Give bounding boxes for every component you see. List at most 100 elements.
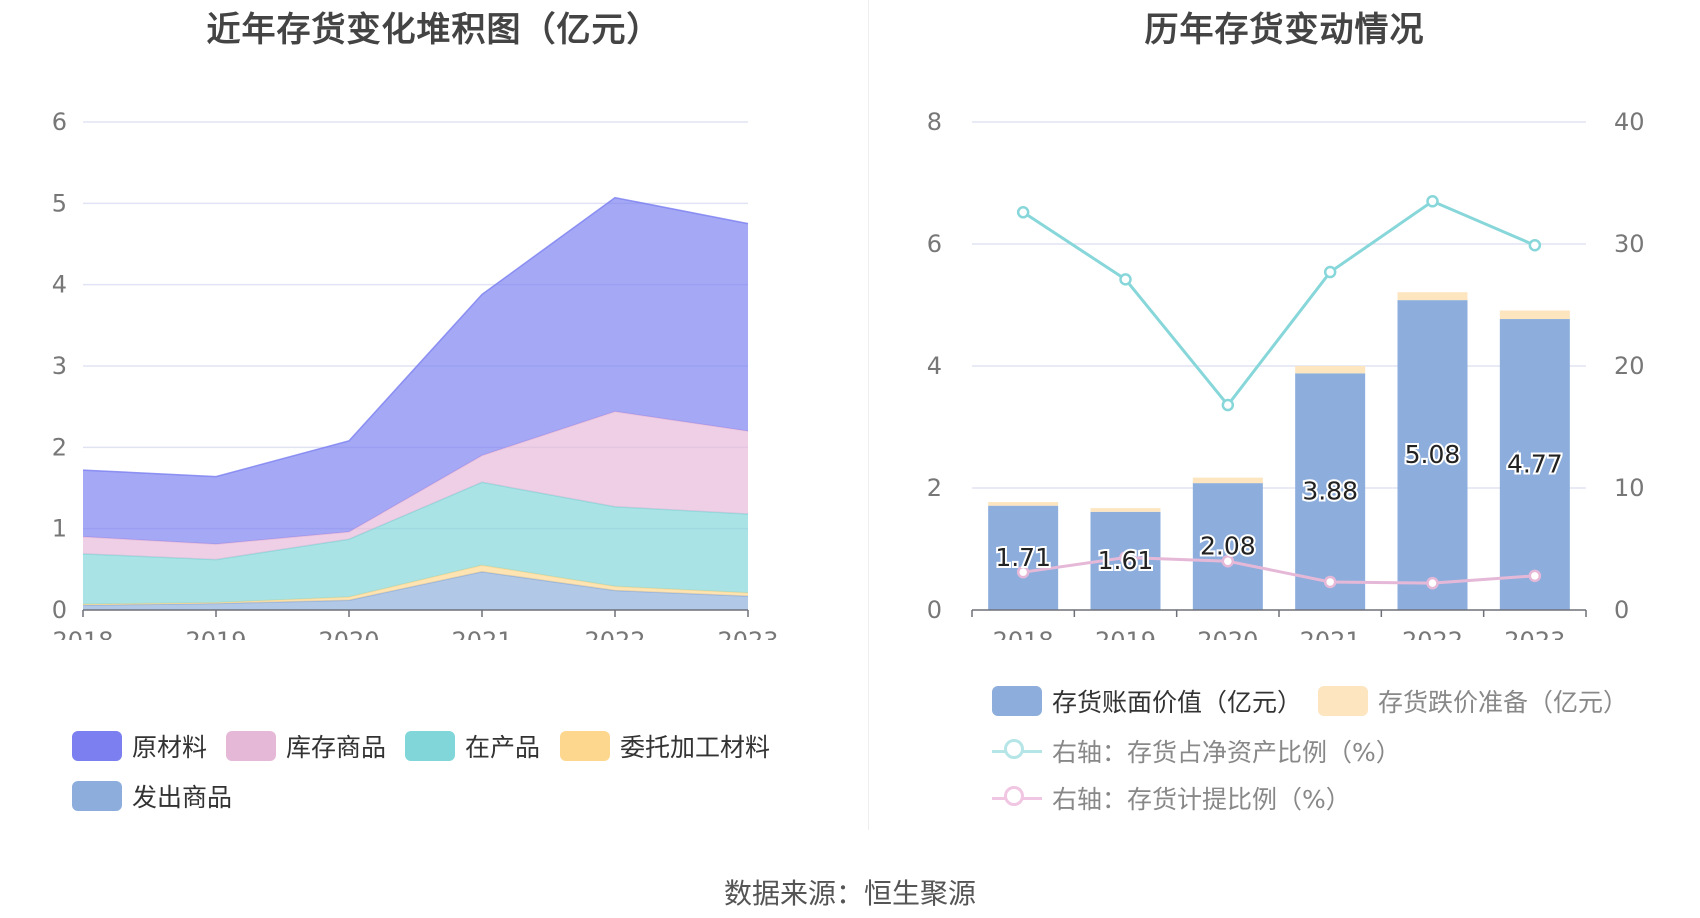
bar-data-label: 3.88 xyxy=(1302,477,1358,506)
line-point xyxy=(1528,238,1542,252)
legend-item-impairment[interactable]: 存货跌价准备（亿元） xyxy=(1318,683,1628,719)
bar-存货账面价值（亿元） xyxy=(988,505,1059,610)
legend-label: 右轴：存货计提比例（%） xyxy=(1052,785,1351,814)
legend-label: 在产品 xyxy=(465,733,541,762)
legend-item-wip[interactable]: 在产品 xyxy=(405,728,540,764)
bar-line-chart: 0 2 4 6 8 0 10 20 30 40 2018 2019 2020 2021 2022 2023 1.… xyxy=(927,108,1645,640)
y-right-tick-label: 20 xyxy=(1614,352,1645,380)
stacked-area-panel: 近年存货变化堆积图（亿元） 0 1 2 3 4 5 6 2018 2019 2020 2021 202… xyxy=(0,0,868,830)
bar-存货跌价准备（亿元） xyxy=(988,502,1059,506)
area-原材料 xyxy=(83,197,748,545)
y-tick-label: 5 xyxy=(52,189,67,217)
legend-line-swatch xyxy=(992,783,1042,813)
bar-存货跌价准备（亿元） xyxy=(1192,477,1263,484)
bar-data-label: 1.61 xyxy=(1098,546,1154,575)
line-point xyxy=(1016,565,1030,579)
bar-存货账面价值（亿元） xyxy=(1192,483,1263,610)
line-右轴：存货计提比例（%） xyxy=(1022,556,1535,585)
line-point xyxy=(1528,569,1542,583)
x-tick-label: 2018 xyxy=(993,627,1054,640)
stacked-area-chart: 0 1 2 3 4 5 6 2018 2019 2020 2021 2022 2023 xyxy=(52,108,779,640)
y-tick-label: 3 xyxy=(52,352,67,380)
y-right-tick-label: 30 xyxy=(1614,230,1645,258)
area-edge-库存商品 xyxy=(82,410,749,545)
area-库存商品 xyxy=(83,411,748,560)
panel-divider xyxy=(868,0,869,830)
y-right-tick-label: 10 xyxy=(1614,474,1645,502)
line-point xyxy=(1119,273,1132,286)
bar-line-panel: 历年存货变动情况 0 2 4 6 8 0 10 20 30 40 2018 2019 2020 2021 2… xyxy=(869,0,1700,830)
legend-swatch xyxy=(1318,686,1368,716)
legend-swatch xyxy=(72,731,122,761)
legend-swatch xyxy=(992,686,1042,716)
bar-data-label: 1.71 xyxy=(995,543,1051,572)
left-chart-title: 近年存货变化堆积图（亿元） xyxy=(206,10,662,50)
legend-line-swatch xyxy=(992,736,1042,766)
bar-data-label: 4.77 xyxy=(1507,450,1563,479)
x-tick-label: 2019 xyxy=(1095,627,1156,640)
bar-存货跌价准备（亿元） xyxy=(1397,292,1468,301)
bar-存货账面价值（亿元） xyxy=(1397,300,1468,610)
y-left-tick-label: 6 xyxy=(927,230,942,258)
line-point xyxy=(1323,575,1337,589)
y-left-tick-label: 4 xyxy=(927,352,942,380)
y-tick-label: 0 xyxy=(52,596,67,624)
bar-data-label: 5.08 xyxy=(1405,440,1461,469)
legend-item-inventory-ratio[interactable]: 右轴：存货占净资产比例（%） xyxy=(992,733,1401,769)
legend-swatch xyxy=(560,731,610,761)
legend-label: 库存商品 xyxy=(286,733,387,762)
x-tick-label: 2023 xyxy=(717,627,778,640)
legend-item-book-value[interactable]: 存货账面价值（亿元） xyxy=(992,683,1302,719)
right-chart-title: 历年存货变动情况 xyxy=(1144,10,1425,50)
y-tick-label: 1 xyxy=(52,515,67,543)
x-tick-label: 2021 xyxy=(451,627,512,640)
y-left-tick-label: 8 xyxy=(927,108,942,136)
bar-data-label: 2.08 xyxy=(1200,532,1256,561)
line-point xyxy=(1221,398,1235,412)
y-right-tick-label: 0 xyxy=(1614,596,1629,624)
x-tick-label: 2020 xyxy=(1197,627,1258,640)
line-point xyxy=(1426,195,1439,208)
area-委托加工材料 xyxy=(83,565,748,606)
y-tick-label: 4 xyxy=(52,271,67,299)
legend-item-raw-materials[interactable]: 原材料 xyxy=(72,728,207,764)
bar-存货账面价值（亿元） xyxy=(1295,373,1366,610)
legend-swatch xyxy=(405,731,455,761)
legend-label: 右轴：存货占净资产比例（%） xyxy=(1052,738,1401,767)
line-point xyxy=(1221,554,1235,568)
area-edge-原材料 xyxy=(82,196,749,478)
y-left-tick-label: 2 xyxy=(927,474,942,502)
line-point xyxy=(1323,265,1337,279)
line-point xyxy=(1119,551,1132,564)
area-发出商品 xyxy=(83,571,748,610)
legend-item-consigned-materials[interactable]: 委托加工材料 xyxy=(560,728,770,764)
bar-存货跌价准备（亿元） xyxy=(1295,366,1366,374)
legend-label: 发出商品 xyxy=(132,783,233,812)
bar-存货跌价准备（亿元） xyxy=(1090,508,1161,512)
data-source-footer: 数据来源：恒生聚源 xyxy=(723,877,976,910)
y-tick-label: 2 xyxy=(52,433,67,461)
legend-item-provision-ratio[interactable]: 右轴：存货计提比例（%） xyxy=(992,780,1351,816)
line-右轴：存货占净资产比例（%） xyxy=(1022,199,1536,408)
line-point xyxy=(1016,206,1030,219)
x-tick-label: 2022 xyxy=(584,627,645,640)
x-tick-label: 2021 xyxy=(1300,627,1361,640)
area-在产品 xyxy=(83,482,748,605)
y-left-tick-label: 0 xyxy=(927,596,942,624)
x-tick-label: 2020 xyxy=(318,627,379,640)
x-tick-label: 2022 xyxy=(1402,627,1463,640)
x-tick-label: 2023 xyxy=(1504,627,1565,640)
legend-item-goods-shipped[interactable]: 发出商品 xyxy=(72,778,232,814)
legend-item-finished-goods[interactable]: 库存商品 xyxy=(226,728,386,764)
legend-swatch xyxy=(226,731,276,761)
legend-label: 存货跌价准备（亿元） xyxy=(1378,688,1629,717)
legend-swatch xyxy=(72,781,122,811)
x-tick-label: 2018 xyxy=(52,627,113,640)
y-right-tick-label: 40 xyxy=(1614,108,1645,136)
legend-label: 委托加工材料 xyxy=(620,733,771,762)
legend-label: 存货账面价值（亿元） xyxy=(1052,688,1303,717)
line-point xyxy=(1426,576,1439,590)
y-tick-label: 6 xyxy=(52,108,67,136)
bar-存货跌价准备（亿元） xyxy=(1499,310,1570,320)
bar-存货账面价值（亿元） xyxy=(1499,319,1570,610)
